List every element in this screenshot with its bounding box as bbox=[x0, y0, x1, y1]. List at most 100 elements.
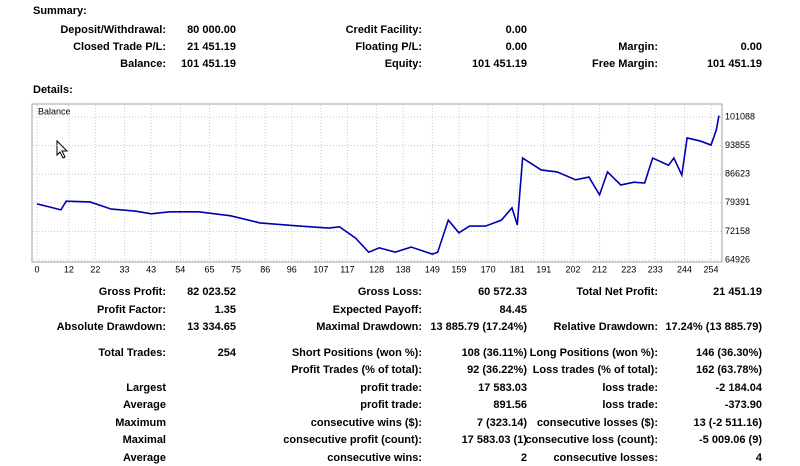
field-label: Relative Drawdown: bbox=[553, 321, 658, 333]
x-tick-label: 86 bbox=[260, 264, 270, 274]
field-label: Total Net Profit: bbox=[576, 286, 658, 298]
chart-title: Balance bbox=[38, 106, 71, 116]
field-value: 101 451.19 bbox=[472, 58, 527, 70]
field-value: 13 (-2 511.16) bbox=[694, 417, 763, 429]
field-value: 13 885.79 (17.24%) bbox=[430, 321, 527, 333]
x-tick-label: 22 bbox=[90, 264, 100, 274]
field-label: Absolute Drawdown: bbox=[57, 321, 166, 333]
field-label: Margin: bbox=[618, 41, 658, 53]
field-label: Profit Trades (% of total): bbox=[291, 364, 422, 376]
field-value: 4 bbox=[756, 452, 763, 464]
summary-title: Summary: bbox=[33, 5, 87, 17]
field-label: Profit Factor: bbox=[97, 304, 166, 316]
field-value: 891.56 bbox=[493, 399, 527, 411]
field-value: 60 572.33 bbox=[478, 286, 527, 298]
x-tick-label: 65 bbox=[204, 264, 214, 274]
field-label: Equity: bbox=[385, 58, 422, 70]
field-value: 92 (36.22%) bbox=[467, 364, 527, 376]
field-label: Floating P/L: bbox=[355, 41, 422, 53]
balance-line bbox=[36, 115, 720, 256]
field-value: 0.00 bbox=[506, 24, 527, 36]
field-label: Maximal Drawdown: bbox=[316, 321, 422, 333]
x-tick-label: 107 bbox=[313, 264, 328, 274]
x-tick-label: 244 bbox=[677, 264, 692, 274]
x-tick-label: 191 bbox=[536, 264, 551, 274]
x-tick-label: 159 bbox=[451, 264, 466, 274]
field-value: 80 000.00 bbox=[187, 24, 236, 36]
field-value: 0.00 bbox=[506, 41, 527, 53]
field-value: 146 (36.30%) bbox=[696, 347, 762, 359]
field-value: 1.35 bbox=[215, 304, 236, 316]
field-label: consecutive wins ($): bbox=[311, 417, 422, 429]
field-value: 21 451.19 bbox=[187, 41, 236, 53]
field-value: 82 023.52 bbox=[187, 286, 236, 298]
field-label: profit trade: bbox=[360, 399, 422, 411]
x-tick-label: 212 bbox=[592, 264, 607, 274]
y-tick-label: 101088 bbox=[725, 111, 755, 121]
x-tick-label: 233 bbox=[648, 264, 663, 274]
field-label: Balance: bbox=[120, 58, 166, 70]
field-label: Gross Loss: bbox=[358, 286, 422, 298]
field-label: Loss trades (% of total): bbox=[533, 364, 658, 376]
field-value: 2 bbox=[521, 452, 527, 464]
field-label: profit trade: bbox=[360, 382, 422, 394]
field-label: Average bbox=[123, 399, 166, 411]
field-value: 17.24% (13 885.79) bbox=[665, 321, 762, 333]
field-value: 101 451.19 bbox=[181, 58, 236, 70]
field-label: Short Positions (won %): bbox=[292, 347, 422, 359]
y-tick-label: 79391 bbox=[725, 197, 750, 207]
x-tick-label: 128 bbox=[369, 264, 384, 274]
details-title: Details: bbox=[33, 84, 73, 96]
field-value: -2 184.04 bbox=[716, 382, 763, 394]
y-tick-label: 93855 bbox=[725, 140, 750, 150]
y-tick-label: 64926 bbox=[725, 254, 750, 264]
field-label: Long Positions (won %): bbox=[530, 347, 658, 359]
x-tick-label: 0 bbox=[34, 264, 39, 274]
field-label: loss trade: bbox=[602, 399, 658, 411]
field-label: Largest bbox=[126, 382, 166, 394]
field-value: 108 (36.11%) bbox=[462, 347, 528, 359]
field-label: Gross Profit: bbox=[99, 286, 166, 298]
field-value: 17 583.03 bbox=[478, 382, 527, 394]
x-tick-label: 75 bbox=[231, 264, 241, 274]
field-value: 7 (323.14) bbox=[477, 417, 527, 429]
field-label: Credit Facility: bbox=[346, 24, 422, 36]
field-value: -5 009.06 (9) bbox=[699, 434, 762, 446]
field-label: Total Trades: bbox=[98, 347, 166, 359]
x-tick-label: 117 bbox=[340, 264, 354, 274]
x-tick-label: 202 bbox=[566, 264, 581, 274]
field-label: consecutive wins: bbox=[327, 452, 422, 464]
field-value: 17 583.03 (1) bbox=[462, 434, 528, 446]
y-tick-label: 86623 bbox=[725, 169, 750, 179]
field-label: consecutive losses ($): bbox=[537, 417, 658, 429]
field-value: 21 451.19 bbox=[713, 286, 762, 298]
field-value: -373.90 bbox=[725, 399, 762, 411]
field-value: 0.00 bbox=[741, 41, 762, 53]
x-tick-label: 12 bbox=[64, 264, 74, 274]
x-tick-label: 138 bbox=[396, 264, 411, 274]
x-tick-label: 54 bbox=[175, 264, 185, 274]
field-label: Maximum bbox=[115, 417, 166, 429]
x-tick-label: 223 bbox=[621, 264, 636, 274]
field-label: Average bbox=[123, 452, 166, 464]
field-label: consecutive loss (count): bbox=[525, 434, 658, 446]
x-tick-label: 33 bbox=[120, 264, 130, 274]
x-tick-label: 181 bbox=[510, 264, 525, 274]
field-label: Free Margin: bbox=[592, 58, 658, 70]
field-value: 84.45 bbox=[499, 304, 527, 316]
field-label: Closed Trade P/L: bbox=[73, 41, 166, 53]
x-tick-label: 254 bbox=[703, 264, 718, 274]
field-value: 162 (63.78%) bbox=[696, 364, 762, 376]
mouse-cursor bbox=[56, 139, 69, 159]
field-label: Expected Payoff: bbox=[333, 304, 422, 316]
field-value: 13 334.65 bbox=[187, 321, 236, 333]
x-tick-label: 43 bbox=[146, 264, 156, 274]
y-tick-label: 72158 bbox=[725, 226, 750, 236]
field-label: loss trade: bbox=[602, 382, 658, 394]
field-label: Deposit/Withdrawal: bbox=[60, 24, 166, 36]
field-value: 254 bbox=[218, 347, 237, 359]
field-label: Maximal bbox=[123, 434, 166, 446]
x-tick-label: 149 bbox=[425, 264, 440, 274]
x-tick-label: 170 bbox=[481, 264, 496, 274]
